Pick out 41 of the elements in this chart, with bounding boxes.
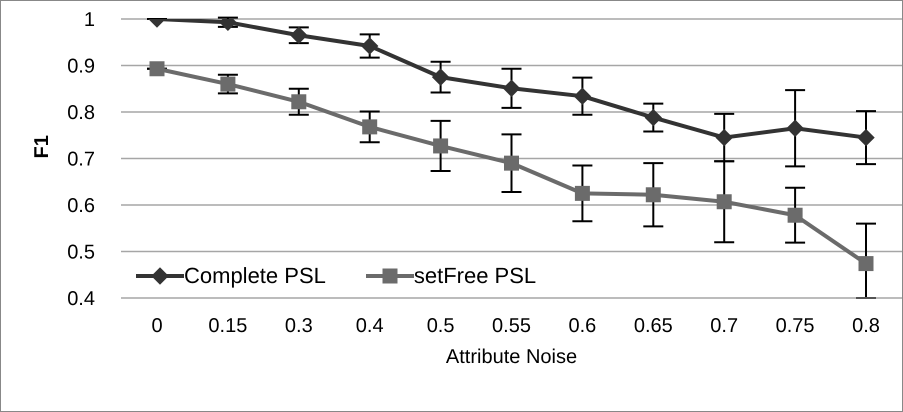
point (433, 138, 448, 154)
point (362, 119, 378, 134)
y-tick-label: 0.6 (67, 195, 95, 218)
point (504, 156, 519, 171)
point (716, 129, 733, 146)
point (291, 94, 306, 110)
y-tick-label: 0.9 (67, 56, 95, 78)
x-tick-label: 0.6 (568, 315, 596, 338)
y-tick-label: 0.4 (67, 288, 95, 310)
point (150, 61, 164, 76)
x-tick-label: 0.75 (776, 315, 815, 338)
x-tick-label: 0.5 (426, 315, 455, 338)
x-tick-label: 0.8 (852, 315, 880, 338)
x-axis-title: Attribute Noise (446, 346, 578, 368)
y-tick-label: 0.7 (67, 148, 95, 171)
point (503, 80, 520, 97)
x-tick-label: 0.55 (492, 315, 531, 338)
point (644, 109, 662, 126)
point (361, 37, 378, 54)
y-tick-label: 0.8 (67, 102, 95, 124)
x-tick-label: 0 (151, 315, 163, 338)
point (574, 88, 591, 105)
y-tick-label: 0.5 (67, 242, 95, 264)
point (716, 194, 732, 210)
y-tick-label: 1 (84, 9, 95, 32)
x-tick-label: 0.4 (356, 315, 384, 338)
point (788, 208, 803, 223)
legend-label: setFree PSL (414, 263, 536, 289)
legend-label: Complete PSL (184, 263, 326, 289)
point (858, 256, 874, 272)
x-tick-label: 0.15 (208, 315, 248, 338)
point (786, 120, 804, 137)
x-tick-label: 0.7 (710, 315, 738, 338)
point (646, 187, 661, 202)
x-tick-label: 0.65 (634, 315, 673, 338)
point (432, 68, 450, 86)
point (574, 186, 590, 201)
x-tick-label: 0.3 (284, 315, 313, 338)
y-axis-title: F1 (31, 135, 54, 158)
point (858, 129, 874, 146)
point (220, 76, 236, 92)
